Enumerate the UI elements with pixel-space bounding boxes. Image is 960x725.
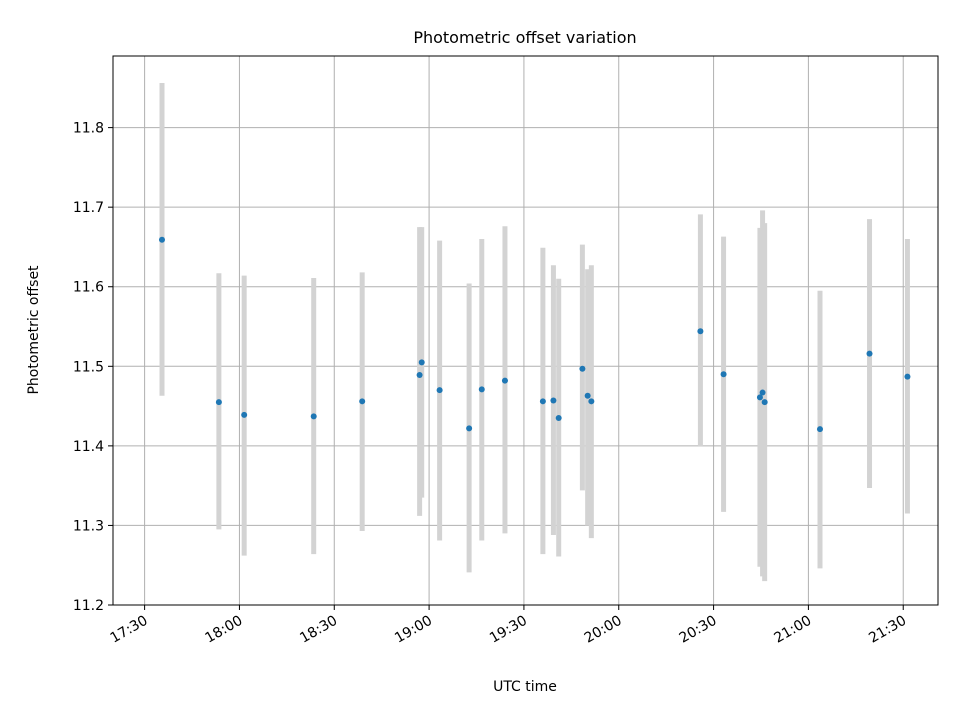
y-tick-label: 11.6 <box>73 280 104 296</box>
data-point <box>720 371 727 378</box>
data-point <box>466 425 473 432</box>
data-point <box>416 372 423 379</box>
data-point <box>904 373 911 380</box>
y-tick-label: 11.8 <box>73 121 104 137</box>
data-point <box>158 236 165 243</box>
data-point <box>418 359 425 366</box>
y-tick-label: 11.3 <box>73 518 104 534</box>
data-point <box>588 398 595 405</box>
data-point <box>756 394 763 401</box>
data-point <box>359 398 366 405</box>
y-axis-label: Photometric offset <box>26 265 42 395</box>
y-tick-label: 11.4 <box>73 439 104 455</box>
data-point <box>436 387 443 394</box>
data-point <box>584 392 591 399</box>
data-point <box>816 426 823 433</box>
x-axis-label: UTC time <box>493 679 557 695</box>
data-point <box>501 377 508 384</box>
data-point <box>555 415 562 422</box>
plot-area-frame <box>112 55 939 606</box>
chart-title: Photometric offset variation <box>413 28 636 47</box>
data-point <box>866 350 873 357</box>
data-points <box>158 236 911 433</box>
data-point <box>761 399 768 406</box>
data-point <box>215 399 222 406</box>
data-point <box>539 398 546 405</box>
y-tick-label: 11.2 <box>73 598 104 614</box>
data-point <box>310 413 317 420</box>
data-point <box>550 397 557 404</box>
y-tick-label: 11.7 <box>73 200 104 216</box>
data-point <box>241 411 248 418</box>
y-tick-label: 11.5 <box>73 359 104 375</box>
data-point <box>478 386 485 393</box>
data-point <box>579 365 586 372</box>
data-point <box>759 389 766 396</box>
data-point <box>697 328 704 335</box>
